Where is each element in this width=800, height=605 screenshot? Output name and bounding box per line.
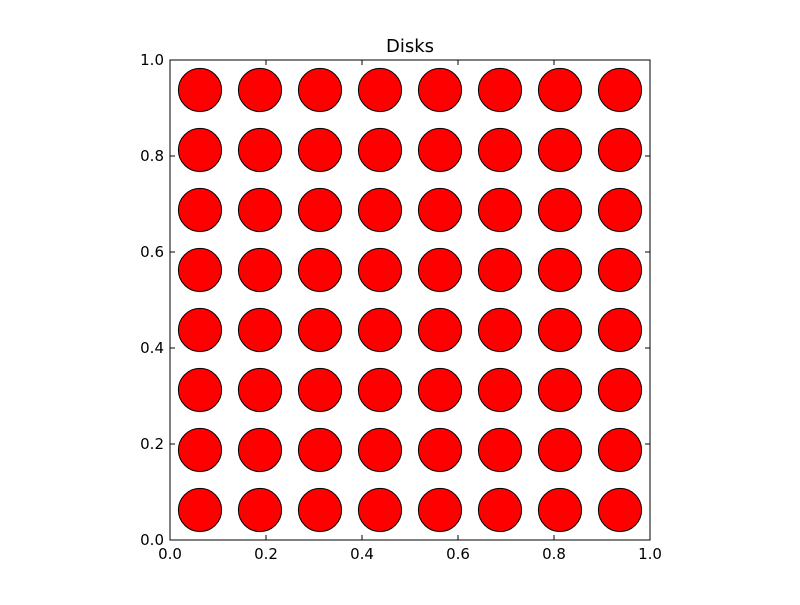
disk-marker [597,367,643,413]
disk-marker [297,247,343,293]
y-tick-label: 1.0 [140,51,164,69]
disk-marker [477,307,523,353]
disk-marker [357,67,403,113]
disk-marker [597,187,643,233]
disk-marker [237,127,283,173]
disk-marker [417,307,463,353]
x-tick-label: 1.0 [638,545,662,563]
x-tick-label: 0.6 [446,545,470,563]
disk-marker [177,427,223,473]
disk-marker [417,427,463,473]
disk-marker [177,127,223,173]
disk-marker [357,307,403,353]
disk-marker [537,487,583,533]
disk-marker [537,127,583,173]
disk-marker [597,247,643,293]
disk-marker [597,67,643,113]
disk-marker [417,67,463,113]
disk-marker [537,427,583,473]
disk-marker [237,427,283,473]
disk-marker [477,427,523,473]
disk-marker [297,487,343,533]
disk-marker [597,487,643,533]
y-tick-label: 0.2 [140,435,164,453]
disk-marker [297,427,343,473]
disk-marker [357,127,403,173]
disk-marker [177,67,223,113]
disk-marker [297,307,343,353]
disk-marker [237,67,283,113]
disk-marker [177,187,223,233]
disk-marker [417,187,463,233]
disk-marker [177,487,223,533]
disk-marker [297,67,343,113]
disk-marker [177,307,223,353]
disk-marker [597,307,643,353]
y-tick-label: 0.0 [140,531,164,549]
disk-marker [357,487,403,533]
disk-marker [297,367,343,413]
disk-marker [297,187,343,233]
disk-marker [417,247,463,293]
x-tick-label: 0.0 [158,545,182,563]
x-tick-label: 0.2 [254,545,278,563]
x-tick-label: 0.4 [350,545,374,563]
disk-marker [477,487,523,533]
disk-marker [597,427,643,473]
disk-marker [477,127,523,173]
disk-marker [537,187,583,233]
y-tick-label: 0.6 [140,243,164,261]
y-tick-label: 0.4 [140,339,164,357]
disk-marker [177,247,223,293]
disk-marker [537,67,583,113]
chart-title: Disks [386,36,434,57]
disk-marker [357,187,403,233]
y-tick-label: 0.8 [140,147,164,165]
disk-marker [237,487,283,533]
disk-marker [417,367,463,413]
disks-layer [177,67,643,533]
disk-marker [537,367,583,413]
disk-marker [477,67,523,113]
plot-frame [169,59,651,541]
disk-marker [357,367,403,413]
disk-marker [237,247,283,293]
disk-marker [597,127,643,173]
disk-marker [237,187,283,233]
disk-marker [237,307,283,353]
disk-marker [297,127,343,173]
disk-marker [477,367,523,413]
disk-marker [477,247,523,293]
disk-marker [177,367,223,413]
disk-marker [357,247,403,293]
disk-marker [537,247,583,293]
x-tick-label: 0.8 [542,545,566,563]
disk-marker [417,127,463,173]
disk-marker [537,307,583,353]
disk-marker [417,487,463,533]
ticks-layer: 0.0 0.2 0.4 0.6 0.8 1.0 0.0 0.2 0.4 0.6 0.8 1.0 [140,51,662,563]
disk-marker [237,367,283,413]
disk-marker [477,187,523,233]
disk-marker [357,427,403,473]
